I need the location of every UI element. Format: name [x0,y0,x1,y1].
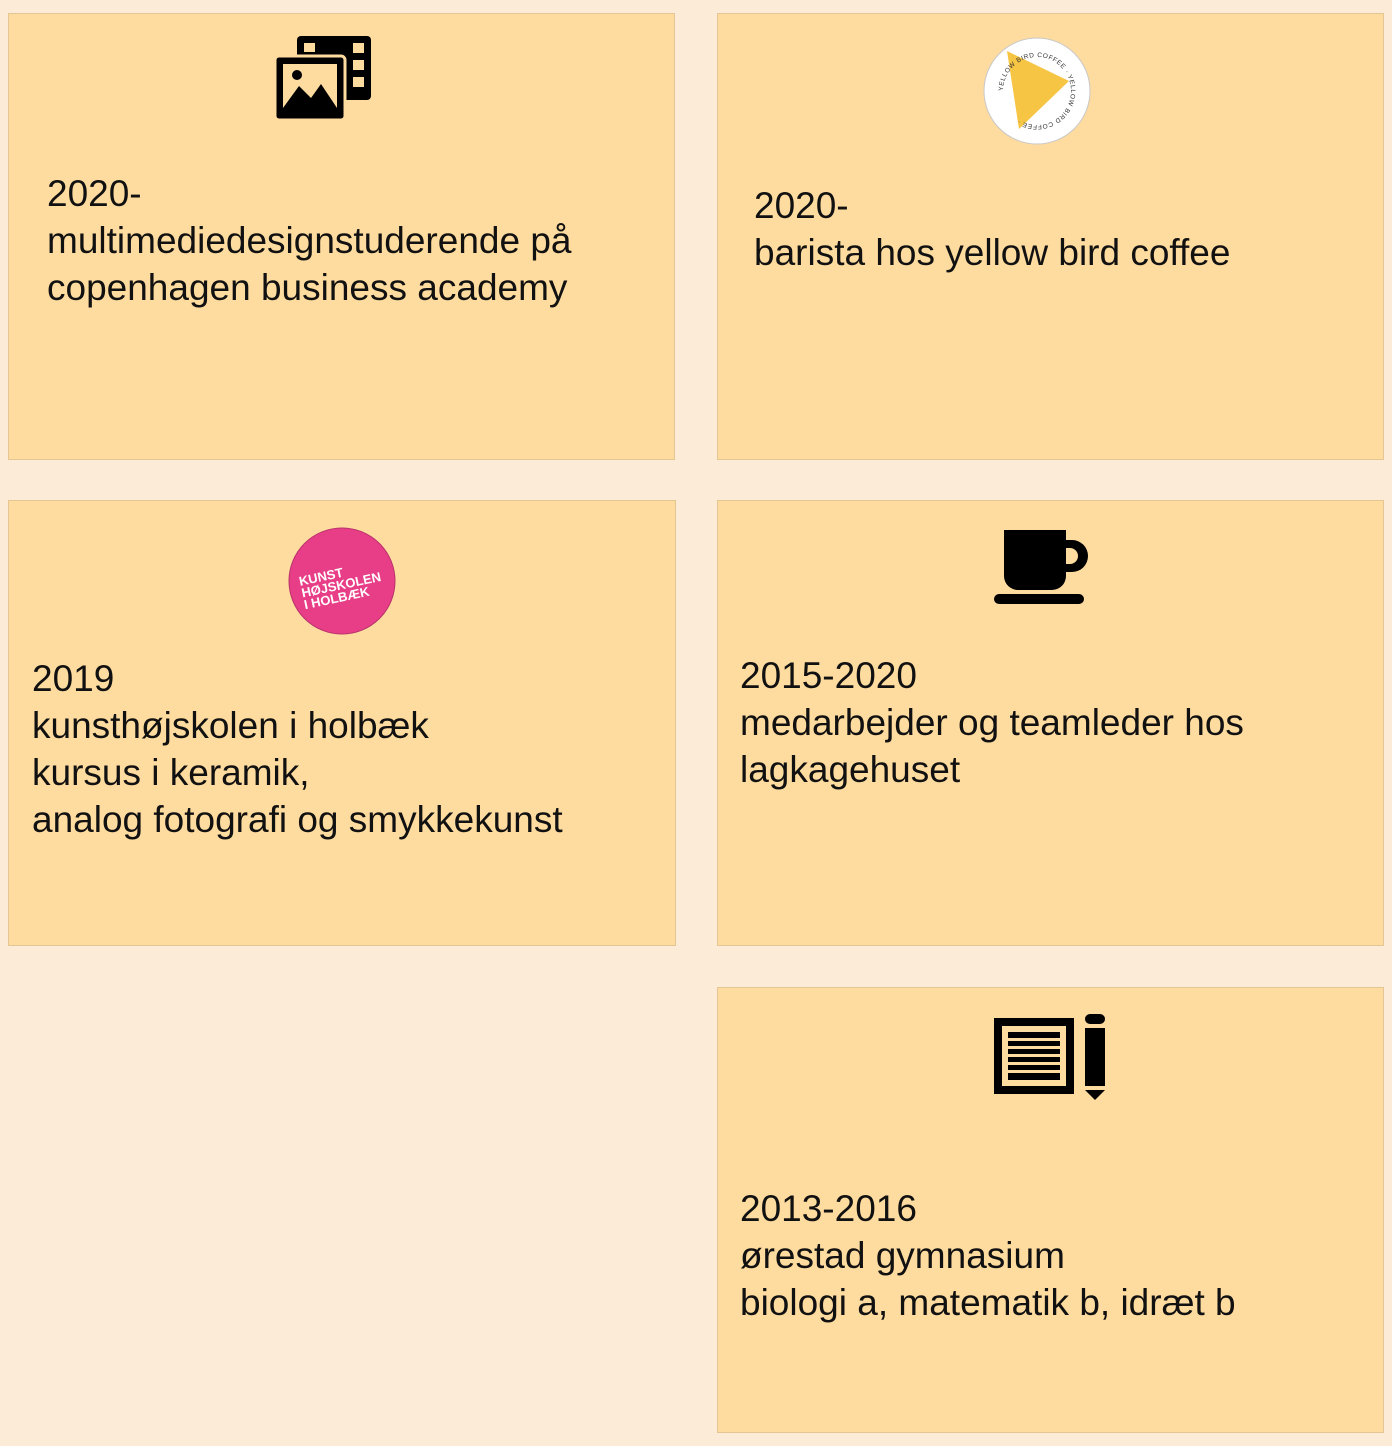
card-year: 2019 [32,658,115,699]
photo-gallery-icon [275,36,371,120]
card-line: lagkagehuset [740,749,961,790]
coffee-cup-icon [994,530,1088,604]
card-text: 2015-2020 medarbejder og teamleder hos l… [740,652,1244,793]
card-text: 2020- barista hos yellow bird coffee [754,182,1230,276]
card-line: copenhagen business academy [47,267,568,308]
card-yellow-bird-coffee: YELLOW BIRD COFFEE · YELLOW BIRD COFFEE … [717,13,1384,460]
card-kunsthojskolen: KUNST HØJSKOLEN I HOLBÆK 2019 kunsthøjsk… [8,500,676,946]
card-text: 2019 kunsthøjskolen i holbæk kursus i ke… [32,655,563,843]
card-line: multimediedesignstuderende på [47,220,572,261]
card-year: 2015-2020 [740,655,917,696]
card-text: 2020- multimediedesignstuderende på cope… [47,170,572,311]
card-line: analog fotografi og smykkekunst [32,799,563,840]
card-line: kursus i keramik, [32,752,310,793]
kunsthojskolen-logo: KUNST HØJSKOLEN I HOLBÆK [288,527,396,635]
card-orestad-gymnasium: 2013-2016 ørestad gymnasium biologi a, m… [717,987,1384,1433]
yellow-bird-coffee-logo: YELLOW BIRD COFFEE · YELLOW BIRD COFFEE … [983,37,1091,145]
card-line: medarbejder og teamleder hos [740,702,1244,743]
card-line: kunsthøjskolen i holbæk [32,705,429,746]
card-line: biologi a, matematik b, idræt b [740,1282,1236,1323]
card-lagkagehuset: 2015-2020 medarbejder og teamleder hos l… [717,500,1384,946]
card-text: 2013-2016 ørestad gymnasium biologi a, m… [740,1185,1236,1326]
card-year: 2020- [754,185,849,226]
card-line: ørestad gymnasium [740,1235,1065,1276]
card-multimediedesign: 2020- multimediedesignstuderende på cope… [8,13,675,460]
notebook-pencil-icon [994,1014,1105,1100]
card-year: 2020- [47,173,142,214]
card-line: barista hos yellow bird coffee [754,232,1231,273]
card-year: 2013-2016 [740,1188,917,1229]
